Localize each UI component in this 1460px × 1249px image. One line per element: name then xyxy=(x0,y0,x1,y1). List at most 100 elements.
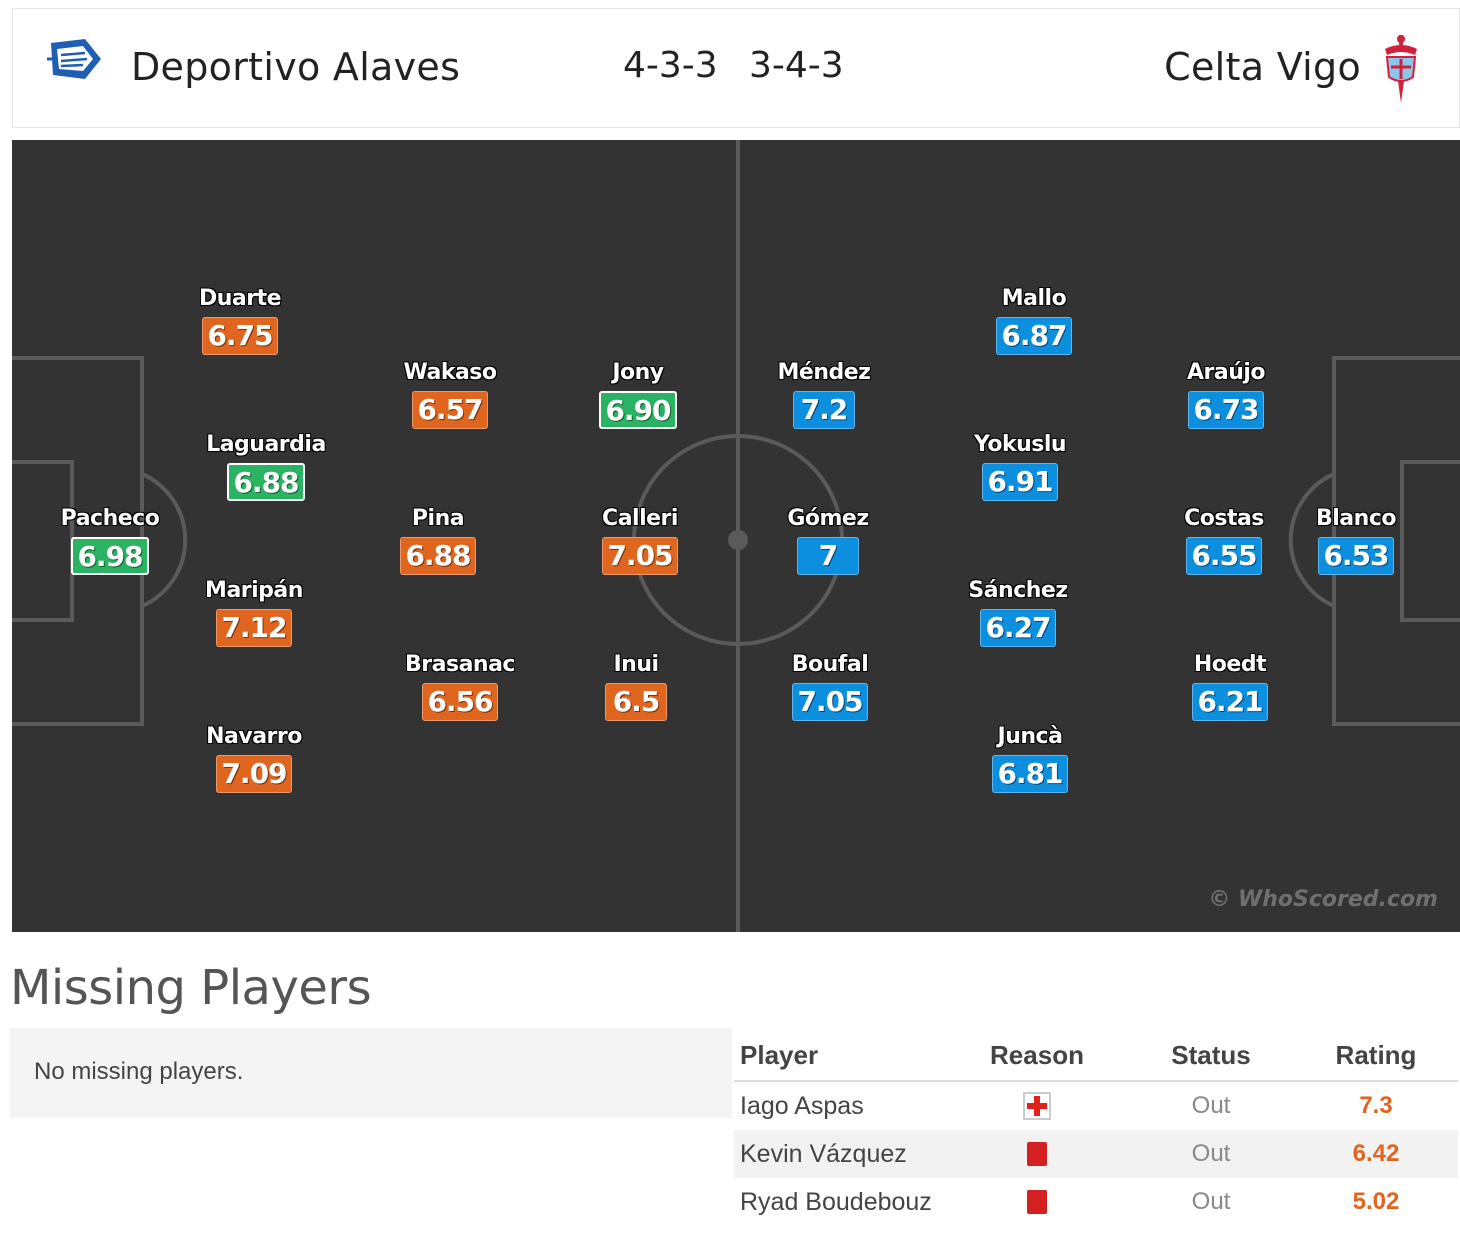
missing-player-name[interactable]: Kevin Vázquez xyxy=(740,1139,907,1168)
player-name[interactable]: Wakaso xyxy=(403,360,497,385)
player-rating-badge: 6.5 xyxy=(605,683,667,721)
column-rating[interactable]: Rating xyxy=(1335,1039,1417,1070)
player-name[interactable]: Calleri xyxy=(602,506,678,531)
away-player[interactable]: Sánchez 6.27 xyxy=(938,578,1098,647)
away-player[interactable]: Yokuslu 6.91 xyxy=(940,432,1100,501)
missing-rating: 7.3 xyxy=(1359,1092,1393,1119)
player-name[interactable]: Laguardia xyxy=(206,432,326,457)
player-name[interactable]: Pacheco xyxy=(60,506,160,531)
home-player[interactable]: Maripán 7.12 xyxy=(174,578,334,647)
whoscored-watermark: © WhoScored.com xyxy=(1208,887,1438,912)
player-rating-badge: 6.73 xyxy=(1188,391,1264,429)
table-row: Kevin Vázquez Out 6.42 xyxy=(734,1130,1458,1178)
home-player[interactable]: Pina 6.88 xyxy=(358,506,518,575)
player-name[interactable]: Navarro xyxy=(206,724,302,749)
home-formation: 4-3-3 xyxy=(623,45,718,86)
player-name[interactable]: Brasanac xyxy=(405,652,515,677)
home-player[interactable]: Inui 6.5 xyxy=(556,652,716,721)
player-name[interactable]: Duarte xyxy=(198,286,282,311)
player-rating-badge: 7.09 xyxy=(216,755,292,793)
pitch: Pacheco 6.98 Duarte 6.75 Laguardia 6.88 Maripá… xyxy=(12,140,1460,932)
column-reason[interactable]: Reason xyxy=(990,1039,1084,1070)
player-rating-badge: 6.88 xyxy=(400,537,476,575)
home-player[interactable]: Brasanac 6.56 xyxy=(380,652,540,721)
away-missing-table: Player Reason Status Rating Iago Aspas Ou… xyxy=(734,1030,1458,1226)
away-player[interactable]: Méndez 7.2 xyxy=(744,360,904,429)
player-rating-badge: 6.56 xyxy=(422,683,498,721)
player-name[interactable]: Mallo xyxy=(1001,286,1067,311)
player-name[interactable]: Sánchez xyxy=(968,578,1068,603)
player-rating-badge: 7 xyxy=(797,537,859,575)
home-player[interactable]: Pacheco 6.98 xyxy=(30,506,190,575)
player-rating-badge: 6.98 xyxy=(71,537,149,575)
player-rating-badge: 7.05 xyxy=(792,683,868,721)
table-row: Iago Aspas Out 7.3 xyxy=(734,1082,1458,1130)
home-team-name[interactable]: Deportivo Alaves xyxy=(131,45,461,89)
away-player[interactable]: Araújo 6.73 xyxy=(1146,360,1306,429)
player-rating-badge: 6.88 xyxy=(227,463,305,501)
match-header: Deportivo Alaves 4-3-3 3-4-3 Celta Vigo xyxy=(12,8,1460,128)
player-rating-badge: 7.2 xyxy=(793,391,855,429)
home-missing-empty: No missing players. xyxy=(10,1028,732,1118)
home-player[interactable]: Jony 6.90 xyxy=(558,360,718,429)
player-name[interactable]: Pina xyxy=(411,506,465,531)
away-player[interactable]: Boufal 7.05 xyxy=(750,652,910,721)
missing-player-name[interactable]: Iago Aspas xyxy=(740,1091,864,1120)
missing-status: Out xyxy=(1191,1188,1231,1215)
player-rating-badge: 6.75 xyxy=(202,317,278,355)
away-player[interactable]: Juncà 6.81 xyxy=(950,724,1110,793)
away-formation: 3-4-3 xyxy=(749,45,844,86)
player-name[interactable]: Jony xyxy=(612,360,664,385)
column-player[interactable]: Player xyxy=(740,1039,819,1070)
missing-reason xyxy=(964,1130,1110,1178)
missing-players-title: Missing Players xyxy=(10,960,372,1016)
away-team-name[interactable]: Celta Vigo xyxy=(1164,45,1361,89)
player-rating-badge: 6.91 xyxy=(982,463,1058,501)
player-name[interactable]: Boufal xyxy=(791,652,869,677)
player-rating-badge: 6.90 xyxy=(599,391,677,429)
home-player[interactable]: Navarro 7.09 xyxy=(174,724,334,793)
player-rating-badge: 6.55 xyxy=(1186,537,1262,575)
player-name[interactable]: Méndez xyxy=(777,360,871,385)
table-row: Ryad Boudebouz Out 5.02 xyxy=(734,1178,1458,1226)
alaves-crest-icon xyxy=(47,39,101,79)
home-player[interactable]: Calleri 7.05 xyxy=(560,506,720,575)
red-card-icon xyxy=(1027,1190,1047,1214)
away-player[interactable]: Costas 6.55 xyxy=(1144,506,1304,575)
injury-icon xyxy=(1023,1092,1051,1120)
player-name[interactable]: Blanco xyxy=(1316,506,1396,531)
missing-rating: 5.02 xyxy=(1352,1188,1400,1215)
player-rating-badge: 6.27 xyxy=(980,609,1056,647)
away-player[interactable]: Blanco 6.53 xyxy=(1276,506,1436,575)
player-name[interactable]: Inui xyxy=(613,652,659,677)
celta-crest-icon xyxy=(1385,35,1417,103)
away-player[interactable]: Hoedt 6.21 xyxy=(1150,652,1310,721)
player-name[interactable]: Hoedt xyxy=(1193,652,1267,677)
missing-rating: 6.42 xyxy=(1352,1140,1400,1167)
missing-status: Out xyxy=(1191,1140,1231,1167)
missing-reason xyxy=(964,1178,1110,1226)
missing-status: Out xyxy=(1191,1092,1231,1119)
player-name[interactable]: Yokuslu xyxy=(973,432,1067,457)
column-status[interactable]: Status xyxy=(1171,1039,1251,1070)
player-rating-badge: 7.05 xyxy=(602,537,678,575)
missing-player-name[interactable]: Ryad Boudebouz xyxy=(740,1187,932,1216)
home-player[interactable]: Laguardia 6.88 xyxy=(186,432,346,501)
player-name[interactable]: Araújo xyxy=(1186,360,1266,385)
player-name[interactable]: Maripán xyxy=(205,578,303,603)
player-rating-badge: 6.87 xyxy=(996,317,1072,355)
player-rating-badge: 7.12 xyxy=(216,609,292,647)
away-player[interactable]: Gómez 7 xyxy=(748,506,908,575)
player-name[interactable]: Gómez xyxy=(787,506,869,531)
red-card-icon xyxy=(1027,1142,1047,1166)
away-player[interactable]: Mallo 6.87 xyxy=(954,286,1114,355)
missing-table-header: Player Reason Status Rating xyxy=(734,1030,1458,1082)
player-name[interactable]: Costas xyxy=(1184,506,1264,531)
player-rating-badge: 6.21 xyxy=(1192,683,1268,721)
player-rating-badge: 6.57 xyxy=(412,391,488,429)
player-name[interactable]: Juncà xyxy=(997,724,1063,749)
home-player[interactable]: Wakaso 6.57 xyxy=(370,360,530,429)
missing-reason xyxy=(964,1082,1110,1130)
home-player[interactable]: Duarte 6.75 xyxy=(160,286,320,355)
player-rating-badge: 6.53 xyxy=(1318,537,1394,575)
